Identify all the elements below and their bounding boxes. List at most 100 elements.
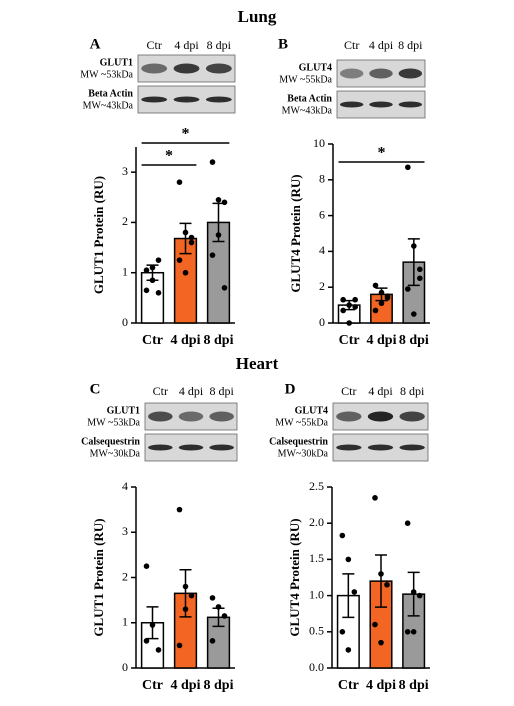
panel-letter: B [278, 36, 288, 52]
blot-protein-label: Beta Actin [287, 93, 332, 104]
blot-band [209, 411, 234, 422]
blot-lane-label: Ctr [344, 38, 359, 52]
data-point [188, 234, 195, 241]
error-bar [342, 573, 355, 619]
data-point [417, 266, 423, 273]
y-tick-label: 4 [319, 243, 325, 257]
blot-band [399, 444, 425, 451]
data-point [143, 287, 150, 294]
data-point [372, 307, 379, 314]
blot-band [141, 63, 168, 74]
data-point [188, 592, 195, 599]
data-point [143, 638, 150, 644]
blot-lane-label: 8 dpi [209, 384, 234, 398]
blot-lane-label: 4 dpi [369, 38, 394, 52]
data-point [182, 606, 189, 612]
data-point [384, 293, 391, 299]
blot-protein-label: Calsequestrin [269, 436, 328, 447]
blot-band [398, 101, 423, 108]
data-point [345, 556, 352, 563]
data-point [155, 257, 162, 263]
data-point [378, 300, 385, 307]
data-point [405, 164, 411, 171]
y-tick-label: 3 [122, 524, 128, 538]
blot-band [209, 444, 234, 451]
data-point [215, 604, 222, 610]
blot-band [205, 63, 232, 74]
data-point [143, 267, 150, 274]
data-point [176, 506, 183, 513]
data-point [352, 304, 358, 310]
data-point [209, 595, 216, 601]
blot-band [398, 68, 423, 79]
data-point [411, 311, 417, 317]
error-bar [375, 554, 387, 608]
data-point [182, 269, 189, 276]
blot-band [336, 444, 362, 451]
data-point [378, 289, 385, 296]
blot-band [178, 411, 204, 422]
blot-lane-label: Ctr [341, 384, 356, 398]
data-point [215, 197, 222, 203]
blot-lane-label: Ctr [146, 38, 161, 52]
blot-band [148, 411, 173, 422]
section-title: Heart [236, 354, 279, 373]
x-tick-label: Ctr [142, 678, 163, 693]
data-point [182, 583, 189, 590]
x-tick-label: Ctr [339, 333, 360, 348]
blot-band [339, 68, 364, 79]
data-point [176, 257, 183, 263]
blot-band [367, 411, 394, 422]
blot-protein-label: GLUT1 [100, 57, 133, 68]
data-point [378, 571, 384, 577]
data-point [372, 621, 378, 628]
y-tick-label: 0.0 [309, 660, 324, 674]
blot-band [369, 68, 393, 79]
blot-mw-label: MW~30kDa [278, 448, 329, 459]
data-point [404, 520, 411, 526]
blot-lane-label: Ctr [153, 384, 168, 398]
x-tick-label: 4 dpi [171, 333, 201, 348]
blot-band [173, 96, 200, 103]
data-point [155, 290, 162, 296]
y-tick-label: 6 [319, 207, 325, 221]
data-point [411, 243, 417, 249]
data-point [209, 252, 216, 258]
y-axis-label: GLUT1 Protein (RU) [91, 518, 106, 636]
y-tick-label: 8 [319, 172, 325, 186]
y-tick-label: 0 [122, 315, 128, 329]
blot-mw-label: MW ~55kDa [279, 74, 332, 85]
data-point [182, 229, 189, 236]
blot-band [367, 444, 394, 451]
blot-mw-label: MW ~53kDa [80, 69, 133, 80]
y-tick-label: 0 [319, 315, 325, 329]
x-tick-label: Ctr [142, 333, 163, 348]
x-tick-label: 8 dpi [399, 678, 429, 693]
blot-mw-label: MW ~55kDa [275, 417, 328, 428]
x-tick-label: 8 dpi [204, 333, 234, 348]
y-axis-label: GLUT4 Protein (RU) [287, 518, 302, 636]
blot-mw-label: MW ~53kDa [87, 417, 140, 428]
blot-lane-label: 4 dpi [368, 384, 393, 398]
blot-protein-label: Beta Actin [88, 88, 133, 99]
data-point [410, 589, 417, 595]
panel-letter: D [285, 381, 296, 397]
y-tick-label: 2 [319, 279, 325, 293]
y-tick-label: 1 [122, 615, 128, 629]
data-point [176, 642, 183, 649]
blot-band [205, 96, 232, 103]
x-tick-label: 4 dpi [367, 333, 397, 348]
data-point [221, 613, 228, 619]
blot-lane-label: 4 dpi [179, 384, 204, 398]
data-point [176, 179, 183, 185]
data-point [155, 647, 162, 653]
y-tick-label: 0 [122, 660, 128, 674]
data-point [149, 277, 156, 284]
data-point [340, 296, 346, 303]
y-tick-label: 2 [122, 569, 128, 583]
significance-label: * [378, 145, 386, 162]
blot-protein-label: GLUT1 [107, 405, 140, 416]
y-axis-label: GLUT1 Protein (RU) [91, 176, 106, 294]
